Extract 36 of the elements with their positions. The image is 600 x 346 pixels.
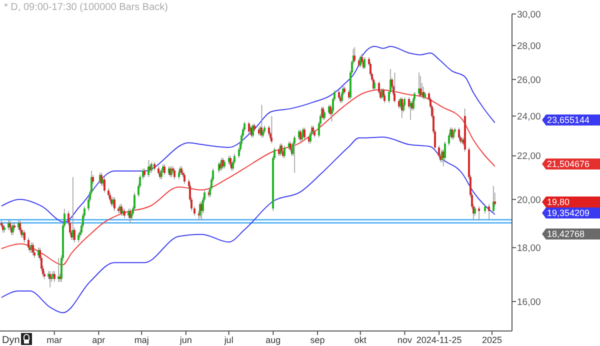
x-tick-label: nov bbox=[397, 335, 412, 345]
candlestick bbox=[294, 135, 296, 174]
y-tick-label: 28,00 bbox=[517, 40, 541, 52]
candlestick bbox=[338, 90, 340, 100]
y-tick-label: 30,00 bbox=[517, 9, 541, 20]
candlestick bbox=[324, 110, 326, 120]
y-tick-label: 20,00 bbox=[517, 194, 541, 206]
x-tick-label: maj bbox=[134, 335, 149, 345]
y-tick-label: 22,00 bbox=[517, 151, 541, 162]
text: 19,80 bbox=[547, 197, 570, 208]
x-tick-label: aug bbox=[266, 335, 281, 345]
candlestick bbox=[304, 127, 306, 140]
candlestick bbox=[173, 168, 176, 180]
candlestick bbox=[478, 206, 480, 221]
text: 23,655144 bbox=[547, 115, 590, 126]
candlestick bbox=[492, 186, 494, 214]
y-tick-label: 16,00 bbox=[517, 296, 541, 308]
y-tick-label: 24,00 bbox=[517, 111, 541, 122]
y-tick-label: 26,00 bbox=[517, 74, 541, 86]
x-tick-label: okt bbox=[354, 335, 367, 345]
text: 19,354209 bbox=[547, 208, 590, 218]
text: 18,42768 bbox=[547, 229, 585, 240]
x-tick-label: mar bbox=[46, 335, 62, 345]
line-series bbox=[0, 136, 496, 314]
x-tick-label: jun bbox=[178, 335, 192, 345]
text: Dyn bbox=[2, 335, 20, 346]
x-tick-label: sep bbox=[310, 335, 325, 345]
x-tick-label: jul bbox=[223, 335, 234, 345]
text: 21,504676 bbox=[547, 159, 590, 170]
chart-title: * D, 09:00-17:30 (100000 Bars Back) bbox=[4, 2, 168, 13]
y-tick-label: 18,00 bbox=[517, 242, 541, 254]
candlestick bbox=[484, 204, 486, 214]
x-tick-label: apr bbox=[92, 335, 106, 345]
x-tick-label: 2025 bbox=[482, 335, 502, 345]
candlestick bbox=[488, 204, 490, 221]
x-tick-label: 2024-11-25 bbox=[416, 335, 462, 345]
